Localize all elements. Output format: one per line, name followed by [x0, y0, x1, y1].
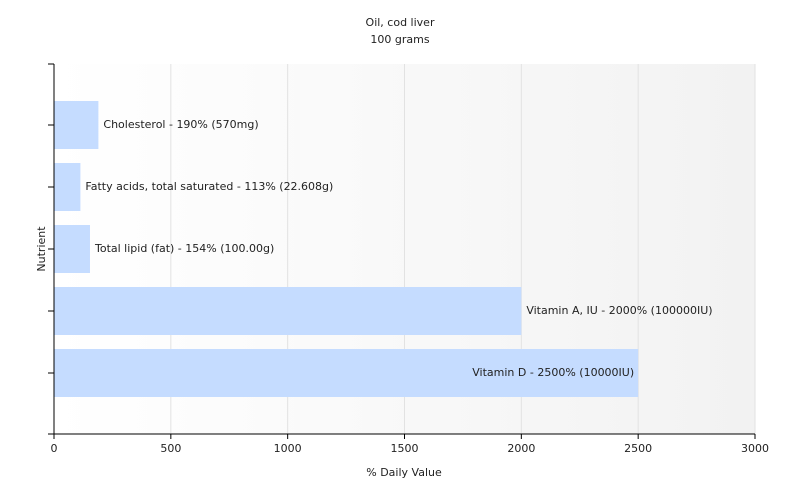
- x-tick-label: 2000: [507, 442, 535, 455]
- x-tick-label: 0: [51, 442, 58, 455]
- data-label: Vitamin D - 2500% (10000IU): [472, 366, 634, 379]
- x-tick-label: 3000: [741, 442, 769, 455]
- bars: [54, 101, 639, 397]
- data-label: Vitamin A, IU - 2000% (100000IU): [526, 304, 712, 317]
- data-label: Total lipid (fat) - 154% (100.00g): [94, 242, 274, 255]
- chart-subtitle: 100 grams: [370, 33, 429, 46]
- x-axis-label: % Daily Value: [366, 466, 442, 479]
- bar: [54, 163, 81, 211]
- x-tick-label: 1000: [274, 442, 302, 455]
- bar: [54, 101, 99, 149]
- x-tick-label: 1500: [391, 442, 419, 455]
- data-label: Fatty acids, total saturated - 113% (22.…: [85, 180, 333, 193]
- y-axis-label: Nutrient: [35, 226, 48, 272]
- bar: [54, 225, 90, 273]
- data-label: Cholesterol - 190% (570mg): [103, 118, 258, 131]
- x-tick-label: 2500: [624, 442, 652, 455]
- chart-title: Oil, cod liver: [366, 16, 435, 29]
- grid: [170, 64, 756, 434]
- bar: [54, 287, 522, 335]
- bar: [54, 349, 639, 397]
- x-tick-label: 500: [160, 442, 181, 455]
